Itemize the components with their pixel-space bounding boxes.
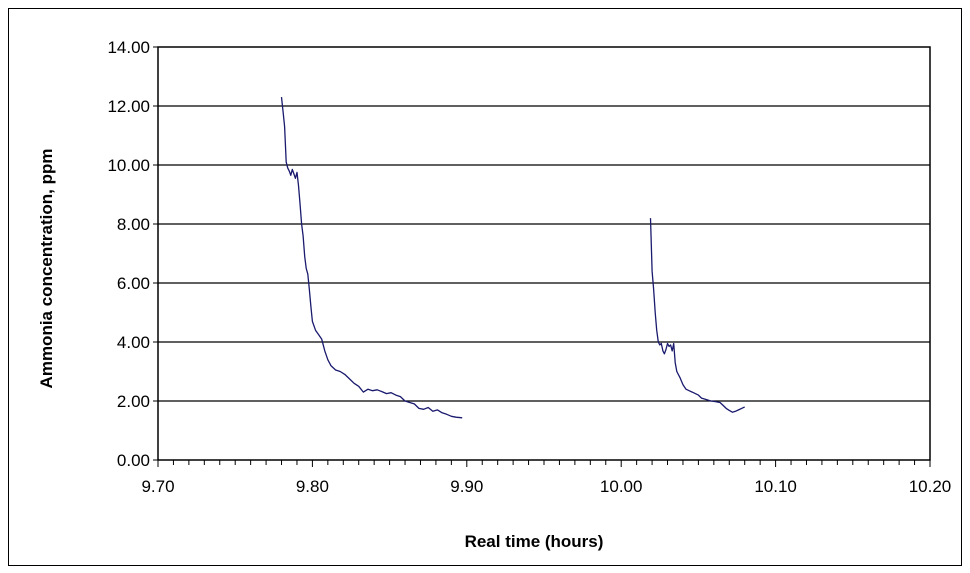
y-tick-label: 14.00 (107, 38, 150, 57)
x-axis-title: Real time (hours) (465, 532, 604, 551)
y-axis-title: Ammonia concentration, ppm (37, 149, 56, 389)
chart-frame (8, 8, 962, 566)
y-tick-label: 2.00 (117, 392, 150, 411)
x-tick-label: 9.90 (450, 477, 483, 496)
x-tick-label: 10.10 (754, 477, 797, 496)
series-layer (280, 97, 745, 419)
series-line-1 (280, 97, 463, 419)
y-tick-label: 12.00 (107, 97, 150, 116)
y-tick-label: 6.00 (117, 274, 150, 293)
y-tick-label: 10.00 (107, 156, 150, 175)
x-tick-label: 9.70 (141, 477, 174, 496)
y-axis: 0.00 2.00 4.00 6.00 8.00 10.00 12.00 14.00 (107, 38, 158, 470)
x-tick-label: 10.00 (600, 477, 643, 496)
y-tick-label: 0.00 (117, 451, 150, 470)
x-tick-label: 9.80 (296, 477, 329, 496)
gridlines (158, 105, 930, 402)
y-tick-label: 4.00 (117, 333, 150, 352)
x-axis: 9.70 9.80 9.90 10.00 10.10 10.20 (141, 460, 951, 496)
x-tick-label: 10.20 (909, 477, 952, 496)
series-line-2 (649, 218, 745, 413)
y-tick-label: 8.00 (117, 215, 150, 234)
plot-area-border (157, 46, 931, 461)
